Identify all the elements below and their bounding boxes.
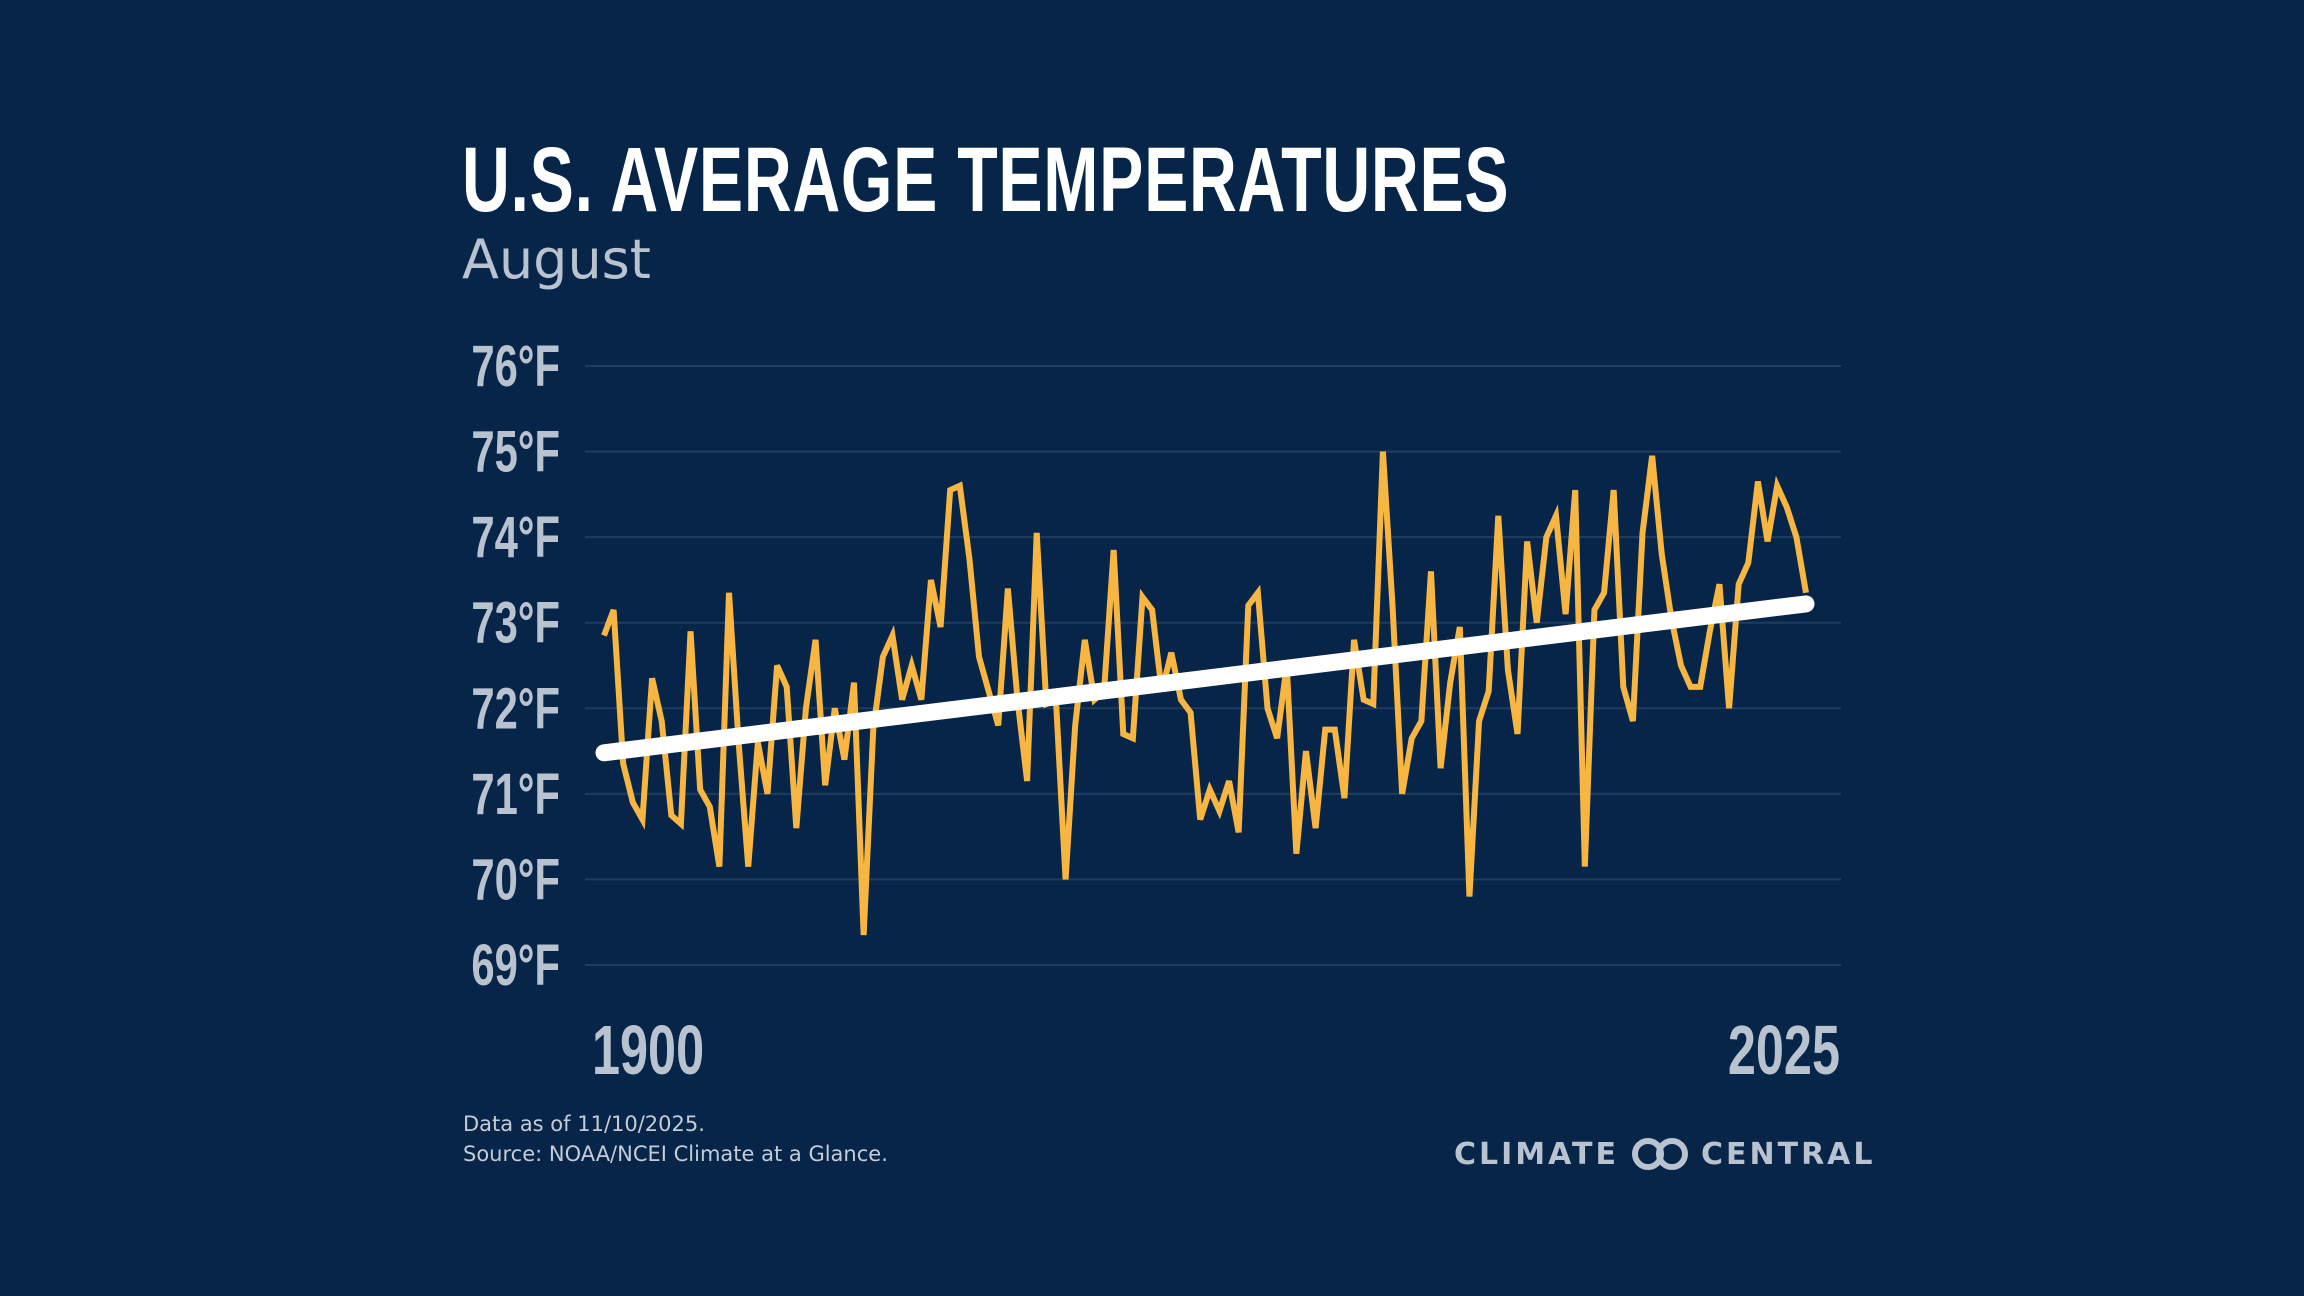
y-axis-labels: 76°F 75°F 74°F 73°F 72°F 71°F 70°F 69°F (471, 333, 560, 997)
y-tick-label: 69°F (471, 932, 560, 997)
x-tick-label: 2025 (1728, 1011, 1840, 1089)
y-tick-label: 70°F (471, 847, 560, 912)
y-tick-label: 71°F (471, 761, 560, 826)
x-tick-label: 1900 (592, 1011, 704, 1089)
y-tick-label: 74°F (471, 504, 560, 569)
climate-central-logo: CLIMATE CENTRAL (1454, 1136, 1876, 1172)
chart-subtitle: August (462, 228, 651, 291)
temperature-series-line (601, 451, 1809, 936)
logo-text-left: CLIMATE (1454, 1136, 1619, 1172)
trend-line (595, 595, 1815, 762)
y-tick-label: 76°F (471, 333, 560, 398)
y-tick-label: 72°F (471, 675, 560, 740)
data-note: Data as of 11/10/2025. (463, 1112, 705, 1136)
x-axis-labels: 1900 2025 (592, 1011, 1840, 1089)
logo-text-right: CENTRAL (1701, 1136, 1876, 1172)
interlocking-circles-icon (1632, 1138, 1688, 1170)
y-tick-label: 75°F (471, 419, 560, 484)
source-note: Source: NOAA/NCEI Climate at a Glance. (463, 1142, 888, 1166)
chart-title: U.S. AVERAGE TEMPERATURES (462, 129, 1510, 231)
y-tick-label: 73°F (471, 590, 560, 655)
